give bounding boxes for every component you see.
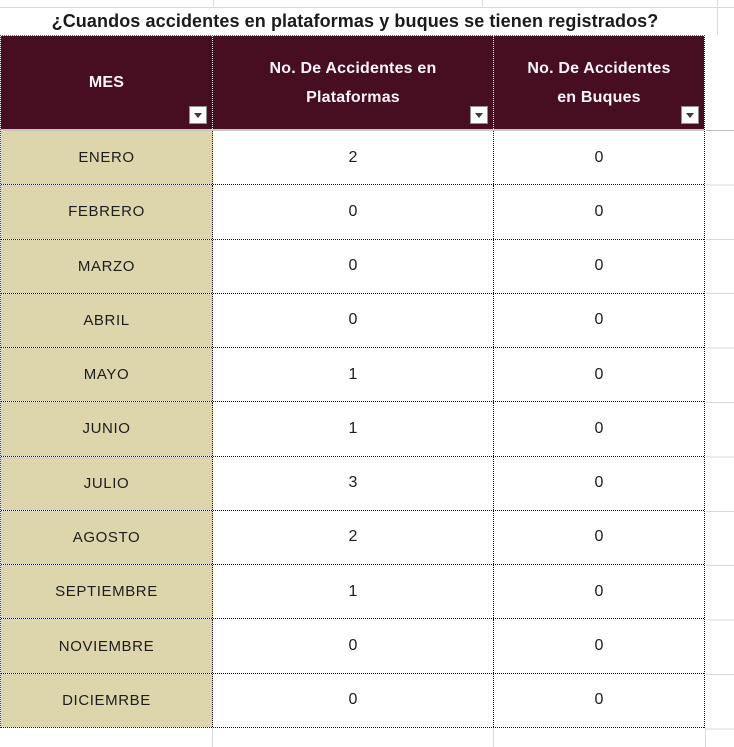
table-row: DICIEMRBE 0 0 [1, 673, 704, 728]
gridline-horizontal [0, 7, 734, 8]
cell-month[interactable]: ABRIL [1, 293, 213, 348]
column-header-mes[interactable]: MES [1, 36, 213, 129]
chevron-down-icon [686, 112, 694, 118]
cell-month[interactable]: SEPTIEMBRE [1, 565, 213, 619]
table-header-row: MES No. De Accidentes en Plataformas No.… [1, 36, 704, 131]
gridline-vertical [482, 0, 483, 7]
cell-buques-value[interactable]: 0 [494, 293, 704, 348]
cell-month[interactable]: JULIO [1, 456, 213, 510]
cell-buques-value[interactable]: 0 [494, 456, 704, 510]
cell-buques-value[interactable]: 0 [494, 348, 704, 402]
filter-dropdown-button-mes[interactable] [189, 106, 207, 124]
chevron-down-icon [194, 112, 202, 118]
table-row: AGOSTO 2 0 [1, 510, 704, 566]
sheet-gridlines-right [706, 130, 734, 747]
title-cell[interactable]: ¿Cuandos accidentes en plataformas y buq… [0, 7, 710, 35]
cell-month[interactable]: NOVIEMBRE [1, 619, 213, 673]
cell-buques-value[interactable]: 0 [494, 565, 704, 619]
cell-month[interactable]: JUNIO [1, 402, 213, 456]
cell-buques-value[interactable]: 0 [494, 185, 704, 239]
gridline-vertical [493, 728, 494, 747]
cell-month[interactable]: DICIEMRBE [1, 673, 213, 727]
table-row: MARZO 0 0 [1, 239, 704, 294]
table-row: SEPTIEMBRE 1 0 [1, 565, 704, 620]
table-row: ENERO 2 0 [1, 131, 704, 186]
column-header-plataformas[interactable]: No. De Accidentes en Plataformas [213, 36, 494, 129]
cell-month[interactable]: MAYO [1, 348, 213, 402]
cell-plataformas-value[interactable]: 0 [213, 673, 494, 727]
cell-month[interactable]: ENERO [1, 131, 213, 185]
table-row: JULIO 3 0 [1, 456, 704, 511]
table-row: NOVIEMBRE 0 0 [1, 619, 704, 674]
cell-plataformas-value[interactable]: 0 [213, 619, 494, 673]
chevron-down-icon [475, 112, 483, 118]
cell-buques-value[interactable]: 0 [494, 239, 704, 293]
cell-month[interactable]: AGOSTO [1, 510, 213, 565]
cell-plataformas-value[interactable]: 1 [213, 565, 494, 619]
gridline-vertical [212, 728, 213, 747]
table-row: MAYO 1 0 [1, 348, 704, 403]
column-header-buques[interactable]: No. De Accidentes en Buques [494, 36, 704, 129]
cell-plataformas-value[interactable]: 1 [213, 402, 494, 456]
cell-buques-value[interactable]: 0 [494, 510, 704, 565]
cell-month[interactable]: MARZO [1, 239, 213, 293]
table-row: ABRIL 0 0 [1, 293, 704, 349]
cell-buques-value[interactable]: 0 [494, 131, 704, 185]
table-row: JUNIO 1 0 [1, 402, 704, 457]
cell-buques-value[interactable]: 0 [494, 673, 704, 727]
gridline-vertical [213, 0, 214, 7]
filter-dropdown-button-buques[interactable] [681, 106, 699, 124]
column-header-label: No. De Accidentes en Plataformas [269, 59, 437, 106]
cell-plataformas-value[interactable]: 2 [213, 131, 494, 185]
cell-plataformas-value[interactable]: 2 [213, 510, 494, 565]
cell-plataformas-value[interactable]: 0 [213, 185, 494, 239]
cell-buques-value[interactable]: 0 [494, 619, 704, 673]
column-header-label: MES [88, 74, 125, 91]
gridline-vertical [705, 728, 706, 747]
table-row: FEBRERO 0 0 [1, 185, 704, 240]
cell-month[interactable]: FEBRERO [1, 185, 213, 239]
sheet-title: ¿Cuandos accidentes en plataformas y buq… [51, 10, 659, 31]
cell-buques-value[interactable]: 0 [494, 402, 704, 456]
cell-plataformas-value[interactable]: 0 [213, 239, 494, 293]
accidents-table: MES No. De Accidentes en Plataformas No.… [0, 35, 705, 728]
column-header-label: No. De Accidentes en Buques [527, 59, 671, 106]
cell-plataformas-value[interactable]: 0 [213, 293, 494, 348]
cell-plataformas-value[interactable]: 1 [213, 348, 494, 402]
filter-dropdown-button-plataformas[interactable] [470, 106, 488, 124]
table-body: ENERO 2 0 FEBRERO 0 0 MARZO 0 0 ABRIL 0 … [1, 131, 704, 728]
cell-plataformas-value[interactable]: 3 [213, 456, 494, 510]
gridline-vertical [717, 0, 718, 35]
